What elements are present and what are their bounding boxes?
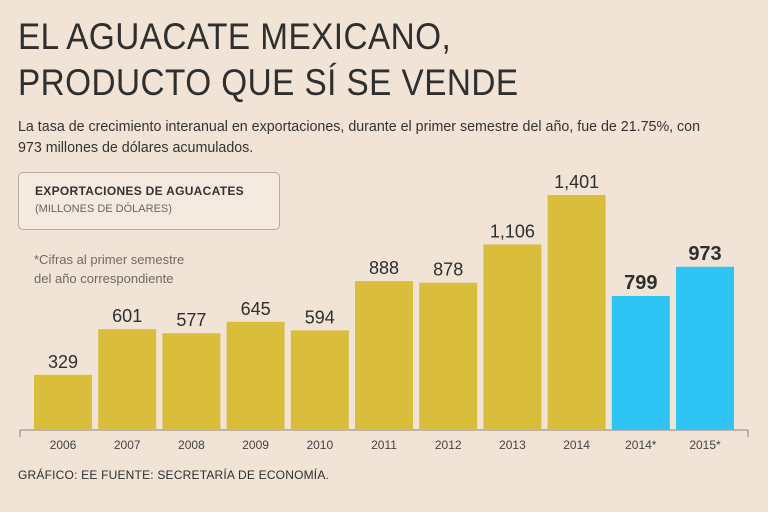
bar-value-label: 973 — [688, 243, 721, 265]
x-tick-label: 2009 — [242, 438, 269, 452]
bar-value-label: 329 — [48, 352, 78, 372]
bar-2009 — [226, 321, 285, 430]
bar-2014 — [547, 194, 606, 430]
x-tick-label: 2010 — [306, 438, 333, 452]
bar-value-label: 645 — [241, 299, 271, 319]
x-tick-label: 2012 — [435, 438, 462, 452]
x-tick-label: 2011 — [371, 438, 397, 452]
source-credit: GRÁFICO: EE FUENTE: SECRETARÍA DE ECONOM… — [18, 468, 330, 482]
chart-label-title: EXPORTACIONES DE AGUACATES — [35, 184, 244, 198]
footnote-line-1: *Cifras al primer semestre — [34, 252, 185, 267]
bar-value-label: 1,401 — [554, 172, 599, 192]
bar-value-label: 1,106 — [490, 221, 535, 241]
chart-subtitle: La tasa de crecimiento interanual en exp… — [18, 118, 701, 156]
bar-value-label: 799 — [624, 272, 657, 294]
bar-value-label: 594 — [305, 307, 335, 327]
footnote: *Cifras al primer semestre del año corre… — [34, 250, 184, 288]
chart-label-box: EXPORTACIONES DE AGUACATES (MILLONES DE … — [18, 172, 280, 230]
title-line-1: EL AGUACATE MEXICANO, — [18, 16, 452, 57]
title-line-2: PRODUCTO QUE SÍ SE VENDE — [18, 62, 519, 103]
bar-value-label: 878 — [433, 260, 463, 280]
bar-2006 — [34, 374, 92, 430]
x-tick-label: 2013 — [499, 438, 526, 452]
bar-value-label: 888 — [369, 258, 399, 278]
bar-2014-semester — [611, 295, 670, 430]
bar-2008 — [162, 333, 221, 430]
x-tick-label: 2007 — [114, 438, 141, 452]
x-tick-label: 2014* — [625, 438, 657, 452]
chart-units-label: (MILLONES DE DÓLARES) — [35, 203, 172, 215]
bar-value-label: 577 — [176, 310, 206, 330]
bar-2010 — [290, 330, 349, 430]
x-tick-label: 2014 — [563, 438, 590, 452]
bar-2012 — [419, 282, 478, 430]
footnote-line-2: del año correspondiente — [34, 271, 174, 286]
x-tick-label: 2006 — [50, 438, 77, 452]
bar-2011 — [355, 281, 413, 430]
bar-value-label: 601 — [112, 306, 142, 326]
bar-2015-semester — [676, 266, 734, 430]
bar-2007 — [98, 329, 157, 430]
x-tick-label: 2015* — [689, 438, 721, 452]
x-tick-label: 2008 — [178, 438, 205, 452]
chart-title: EL AGUACATE MEXICANO, PRODUCTO QUE SÍ SE… — [18, 14, 519, 106]
bar-2013 — [483, 244, 542, 430]
